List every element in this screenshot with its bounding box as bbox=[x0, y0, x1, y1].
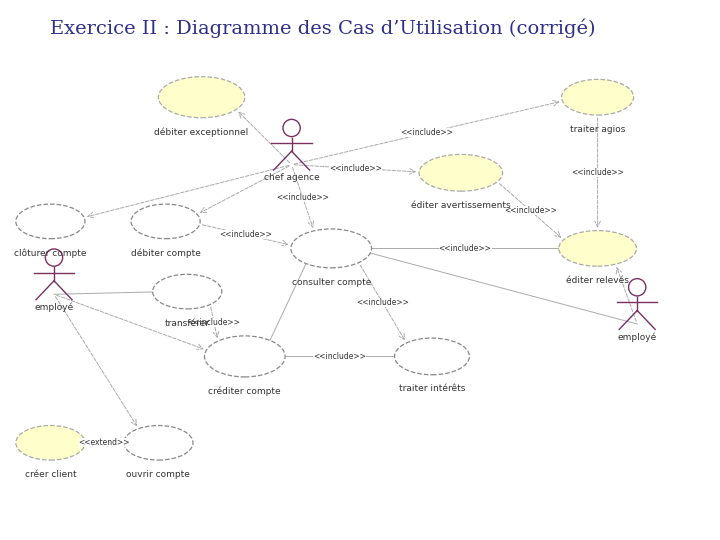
Text: employé: employé bbox=[618, 332, 657, 342]
Text: débiter compte: débiter compte bbox=[130, 248, 201, 258]
Ellipse shape bbox=[291, 229, 372, 268]
Ellipse shape bbox=[131, 204, 200, 239]
Ellipse shape bbox=[16, 204, 85, 239]
Text: ouvrir compte: ouvrir compte bbox=[127, 470, 190, 479]
Text: éditer relevés: éditer relevés bbox=[566, 276, 629, 285]
Text: chef agence: chef agence bbox=[264, 173, 320, 182]
Ellipse shape bbox=[204, 336, 285, 377]
Ellipse shape bbox=[419, 154, 503, 191]
Text: employé: employé bbox=[35, 302, 73, 312]
Text: éditer avertissements: éditer avertissements bbox=[411, 201, 510, 210]
Text: clôturer compte: clôturer compte bbox=[14, 248, 86, 258]
Ellipse shape bbox=[124, 426, 193, 460]
Ellipse shape bbox=[395, 338, 469, 375]
Ellipse shape bbox=[16, 426, 85, 460]
Text: <<include>>: <<include>> bbox=[400, 129, 454, 137]
Text: consulter compte: consulter compte bbox=[292, 278, 371, 287]
Text: débiter exceptionnel: débiter exceptionnel bbox=[155, 127, 248, 137]
Ellipse shape bbox=[562, 79, 634, 115]
Text: créer client: créer client bbox=[24, 470, 76, 479]
Text: créditer compte: créditer compte bbox=[209, 387, 281, 396]
Text: <<include>>: <<include>> bbox=[356, 298, 409, 307]
Text: <<include>>: <<include>> bbox=[504, 206, 557, 215]
Ellipse shape bbox=[559, 231, 636, 266]
Ellipse shape bbox=[153, 274, 222, 309]
Text: <<include>>: <<include>> bbox=[571, 168, 624, 177]
Ellipse shape bbox=[158, 77, 245, 118]
Text: transférer: transférer bbox=[165, 319, 210, 328]
Text: <<include>>: <<include>> bbox=[188, 318, 240, 327]
Text: <<include>>: <<include>> bbox=[276, 193, 329, 202]
Text: <<extend>>: <<extend>> bbox=[78, 438, 130, 447]
Text: traiter intérêts: traiter intérêts bbox=[399, 384, 465, 394]
Text: <<include>>: <<include>> bbox=[313, 352, 366, 361]
Text: traiter agios: traiter agios bbox=[570, 125, 625, 134]
Text: <<include>>: <<include>> bbox=[438, 244, 492, 253]
Text: <<include>>: <<include>> bbox=[219, 230, 272, 239]
Text: <<include>>: <<include>> bbox=[329, 164, 382, 173]
Text: Exercice II : Diagramme des Cas d’Utilisation (corrigé): Exercice II : Diagramme des Cas d’Utilis… bbox=[50, 19, 596, 38]
